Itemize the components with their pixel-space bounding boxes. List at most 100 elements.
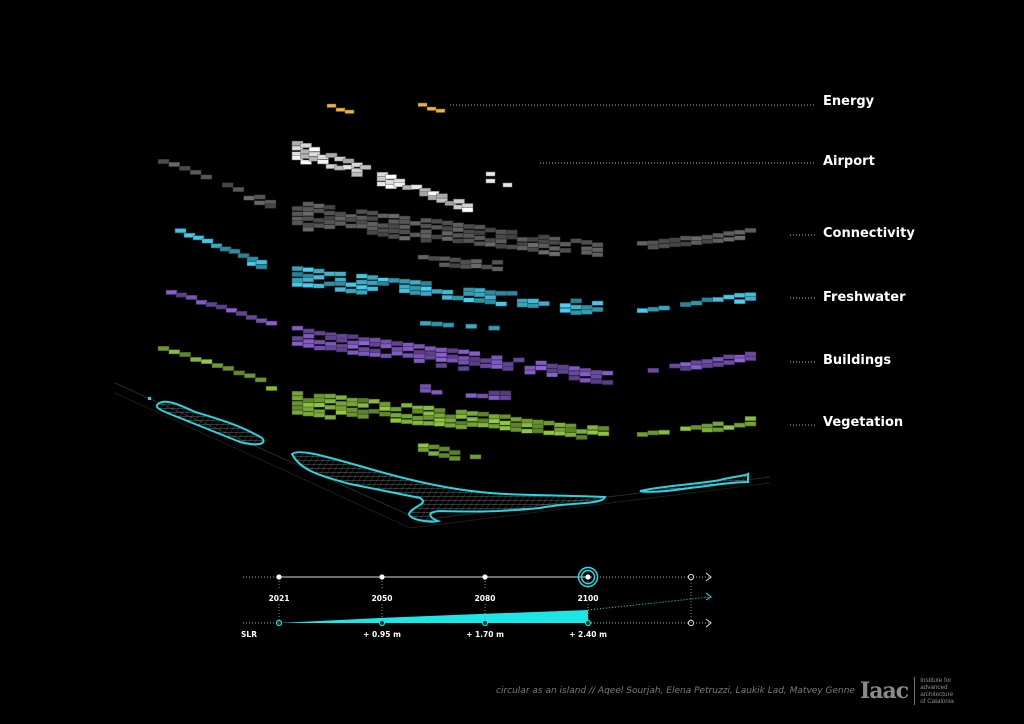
data-block <box>424 350 437 356</box>
data-block <box>546 372 558 378</box>
data-block <box>431 234 443 240</box>
data-block <box>380 343 392 349</box>
data-block <box>342 158 355 164</box>
data-block <box>527 303 539 309</box>
timeline-node-2021 <box>276 574 282 580</box>
data-block <box>265 320 278 326</box>
data-block <box>369 341 381 347</box>
data-block <box>336 347 348 353</box>
data-block <box>215 304 228 310</box>
data-block <box>302 201 314 207</box>
data-block <box>463 238 475 244</box>
data-block <box>485 178 496 184</box>
island-north-strip <box>155 400 265 446</box>
data-block <box>377 280 389 286</box>
data-block <box>527 242 539 248</box>
data-block <box>291 220 304 226</box>
data-block <box>546 363 558 369</box>
data-block <box>712 297 724 302</box>
data-block <box>358 340 370 346</box>
timeline-year-2100: 2100 <box>577 594 599 603</box>
data-block <box>465 393 477 399</box>
data-block <box>636 308 649 314</box>
data-block <box>313 412 326 418</box>
data-block <box>225 307 238 313</box>
slr-label: SLR <box>241 630 257 639</box>
data-block <box>402 346 414 352</box>
data-block <box>575 434 588 440</box>
data-block <box>300 143 312 148</box>
data-block <box>409 232 422 238</box>
data-block <box>476 393 489 399</box>
data-block <box>521 422 533 428</box>
data-block <box>157 346 170 351</box>
data-block <box>647 240 660 246</box>
slr-node-2050 <box>378 619 386 627</box>
data-block <box>455 414 468 420</box>
data-block <box>579 377 592 383</box>
data-block <box>647 306 660 312</box>
data-block <box>345 288 357 294</box>
data-block <box>723 360 735 365</box>
data-block <box>524 369 536 375</box>
data-block <box>419 383 432 389</box>
credit-line: circular as an island // Aqeel Sourjah, … <box>496 686 855 696</box>
logo-mark: Iaac <box>860 678 909 704</box>
data-block <box>393 182 406 188</box>
data-block <box>457 366 470 372</box>
data-block <box>485 171 496 177</box>
data-block <box>460 264 472 269</box>
data-block <box>233 370 245 376</box>
slr-node-2021 <box>275 619 283 627</box>
data-block <box>335 401 347 406</box>
data-block <box>368 398 380 404</box>
data-block <box>733 357 746 363</box>
timeline-node-2080 <box>482 574 488 580</box>
data-block <box>402 353 414 358</box>
data-block <box>302 398 315 403</box>
data-block <box>417 102 428 107</box>
data-block <box>521 428 533 434</box>
data-block <box>291 400 304 406</box>
data-block <box>658 238 670 244</box>
data-block <box>323 219 336 225</box>
data-block <box>477 422 490 428</box>
data-block <box>165 289 178 295</box>
data-block <box>481 264 493 270</box>
data-block <box>495 229 507 235</box>
data-block <box>232 187 245 192</box>
data-block <box>398 284 411 290</box>
data-block <box>473 235 486 241</box>
layer-freshwater-tail <box>419 320 500 331</box>
data-block <box>200 359 213 365</box>
timeline-node-2050 <box>379 574 385 580</box>
data-block <box>325 152 338 158</box>
island-south-strip <box>639 472 749 493</box>
data-block <box>466 416 479 422</box>
data-block <box>291 206 304 211</box>
data-block <box>524 365 536 371</box>
data-block <box>377 231 389 237</box>
data-block <box>495 301 507 307</box>
data-block <box>527 247 539 252</box>
layer-airport <box>291 140 513 213</box>
data-block <box>323 224 336 230</box>
data-block <box>291 271 304 277</box>
data-block <box>484 290 497 296</box>
data-block <box>302 222 314 228</box>
layer-label-connectivity: Connectivity <box>823 226 915 241</box>
slr-value-2100: + 2.40 m <box>569 630 607 639</box>
data-block <box>516 236 529 242</box>
data-block <box>559 303 572 308</box>
data-block <box>366 275 379 280</box>
data-block <box>484 294 497 300</box>
data-block <box>436 197 448 203</box>
data-block <box>690 424 703 430</box>
data-block <box>461 203 474 209</box>
data-block <box>449 263 461 269</box>
data-block <box>647 244 660 250</box>
data-block <box>413 358 426 364</box>
slr-node-2080 <box>481 619 489 627</box>
data-block <box>744 421 757 427</box>
data-block <box>431 288 443 294</box>
